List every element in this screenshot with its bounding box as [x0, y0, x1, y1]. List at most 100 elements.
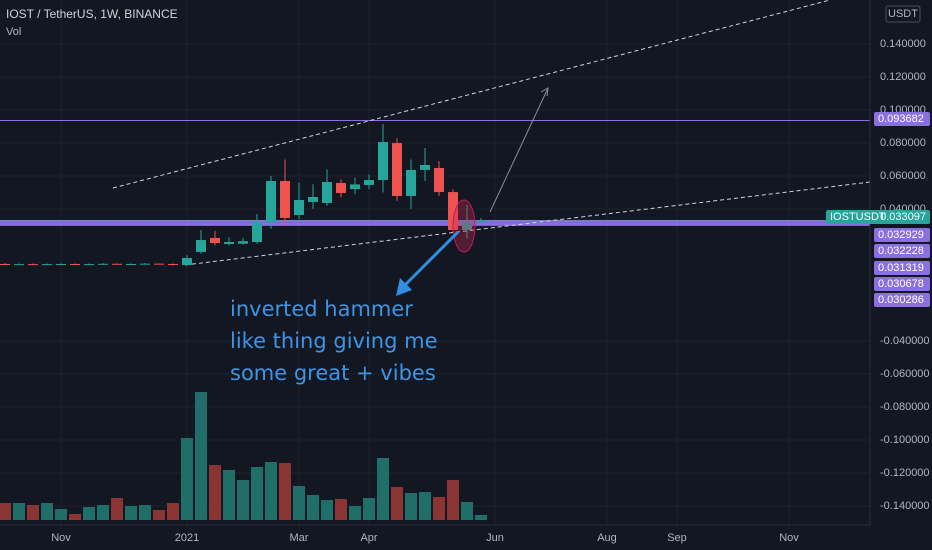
- volume-bar: [335, 499, 347, 520]
- candle-body: [266, 180, 276, 222]
- price-level-box: [874, 261, 930, 275]
- annotation: inverted hammer: [230, 297, 413, 321]
- candle-body: [280, 180, 290, 218]
- volume-bar: [307, 495, 319, 520]
- y-tick-label: 0.080000: [880, 137, 926, 149]
- candle-body: [378, 142, 388, 181]
- candle-body: [462, 222, 472, 230]
- volume-bar: [433, 497, 445, 520]
- volume-bar: [447, 480, 459, 520]
- volume-bar: [167, 503, 179, 520]
- candle-body: [210, 237, 220, 244]
- candle-body: [350, 184, 360, 190]
- volume-layer: [0, 392, 487, 520]
- candle-body: [476, 220, 486, 222]
- x-tick-label: Sep: [667, 532, 687, 544]
- volume-bar: [125, 506, 137, 520]
- candle-body: [28, 264, 38, 266]
- price-level-label: 0.032228: [878, 245, 924, 257]
- candle-body: [448, 192, 458, 230]
- price-level-box: [874, 112, 930, 126]
- volume-bar: [419, 492, 431, 520]
- volume-bar: [475, 515, 487, 520]
- x-tick-label: Aug: [597, 532, 617, 544]
- candle-body: [14, 264, 24, 266]
- chart-title: IOST / TetherUS, 1W, BINANCE: [6, 7, 178, 21]
- volume-bar: [181, 438, 193, 520]
- candle-body: [392, 143, 402, 197]
- volume-bar: [363, 498, 375, 520]
- y-tick-label: 0.060000: [880, 170, 926, 182]
- candle-body: [182, 258, 192, 265]
- x-tick-label: Mar: [290, 532, 309, 544]
- price-level-box: [874, 228, 930, 242]
- projection-arrow: [489, 87, 549, 213]
- price-level-label: 0.030286: [878, 294, 924, 306]
- highlight-ellipse: [452, 199, 476, 253]
- candle-body: [112, 263, 122, 265]
- y-tick-label: -0.060000: [880, 368, 930, 380]
- price-level-box: [874, 244, 930, 258]
- last-price-box: [826, 210, 930, 224]
- candle-body: [252, 221, 262, 243]
- candle-body: [70, 263, 80, 265]
- annotation-arrow: [400, 230, 460, 290]
- candle-body: [154, 263, 164, 265]
- candle-body: [420, 164, 430, 170]
- candle-body: [406, 169, 416, 197]
- candle-body: [322, 181, 332, 203]
- candle-body: [0, 263, 10, 265]
- volume-bar: [237, 480, 249, 520]
- volume-bar: [111, 498, 123, 520]
- volume-bar: [461, 502, 473, 520]
- symbol-label: IOSTUSDT: [830, 211, 886, 223]
- trend-line: [184, 181, 871, 266]
- trend-line: [112, 0, 831, 189]
- candle-body: [434, 167, 444, 193]
- candle-body: [294, 199, 304, 215]
- candles: [0, 124, 486, 266]
- y-tick-label: -0.040000: [880, 335, 930, 347]
- x-tick-label: Nov: [51, 532, 71, 544]
- x-axis: Nov 2021 Mar Apr Jun Aug Sep Nov: [51, 532, 799, 544]
- candle-body: [168, 263, 178, 265]
- volume-bar: [209, 465, 221, 520]
- volume-bar: [83, 507, 95, 520]
- volume-bar: [377, 458, 389, 520]
- last-price-label: 0.033097: [880, 211, 926, 223]
- volume-bar: [293, 486, 305, 520]
- candle-body: [238, 241, 248, 244]
- volume-bar: [195, 392, 207, 520]
- y-tick-label: -0.120000: [880, 467, 930, 479]
- price-level-label: 0.031319: [878, 262, 924, 274]
- annotation: like thing giving me: [230, 329, 438, 353]
- price-labels: 0.093682 0.032929 0.032228 0.031319 0.030678…: [826, 112, 930, 307]
- candle-body: [364, 180, 374, 185]
- annotation: some great + vibes: [230, 361, 436, 385]
- candle-body: [196, 240, 206, 252]
- candle-body: [224, 242, 234, 245]
- levels: [0, 119, 870, 226]
- candle-body: [126, 263, 136, 265]
- y-tick-label: 0.140000: [880, 38, 926, 50]
- price-level-label: 0.093682: [878, 113, 924, 125]
- price-level-box: [874, 293, 930, 307]
- candle-body: [42, 264, 52, 266]
- x-tick-label: 2021: [175, 532, 199, 544]
- y-tick-label: -0.140000: [880, 500, 930, 512]
- currency-box[interactable]: [885, 5, 921, 23]
- volume-bar: [97, 505, 109, 520]
- volume-bar: [139, 505, 151, 520]
- currency[interactable]: USDT: [888, 8, 918, 20]
- y-tick-label: -0.080000: [880, 401, 930, 413]
- volume-bar: [27, 505, 39, 520]
- candle-body: [140, 263, 150, 265]
- x-tick-label: Nov: [779, 532, 799, 544]
- volume-bar: [69, 514, 81, 520]
- volume-bar: [223, 470, 235, 520]
- volume-bar: [265, 462, 277, 520]
- y-tick-label: 0.120000: [880, 71, 926, 83]
- volume-bar: [55, 509, 67, 520]
- volume-bar: [391, 487, 403, 520]
